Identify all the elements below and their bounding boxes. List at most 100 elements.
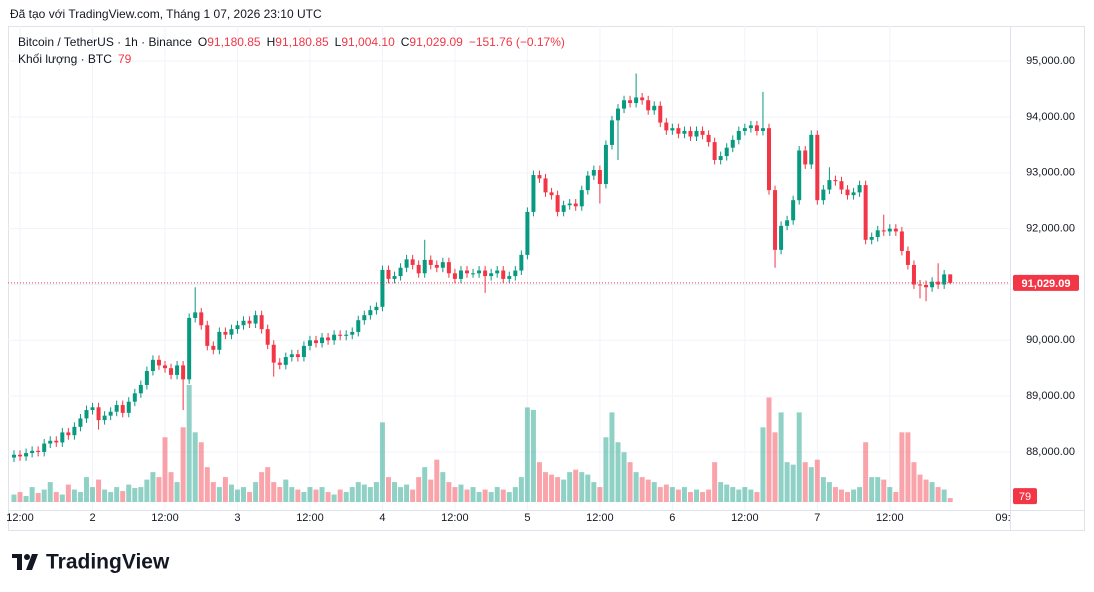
volume-bar [609,412,615,502]
candle-body [875,230,880,238]
volume-bar [687,492,693,502]
candle-body [833,180,838,182]
volume-bar [410,489,416,502]
volume-legend: Khối lượng · BTC 79 [18,52,131,66]
candle-body [863,185,868,240]
candle-body [181,365,186,380]
candle-body [561,205,566,212]
volume-bar [675,489,681,502]
volume-bar [392,482,398,502]
candle-body [42,443,47,452]
candle-body [791,200,796,221]
candle-body [66,432,71,436]
candle-body [410,259,415,265]
candle-body [555,195,560,212]
volume-bar [808,467,814,502]
volume-bar [929,482,935,502]
volume-bar [156,477,162,502]
volume-bar [35,493,41,502]
volume-bar [730,487,736,502]
volume-bar [700,492,706,502]
candle-body [754,125,759,131]
volume-bar [259,472,265,502]
open-value: 91,180.85 [207,35,261,49]
volume-bar [17,492,23,502]
volume-bar [893,492,899,502]
volume-bar [271,482,277,502]
high-value: 91,180.85 [275,35,329,49]
volume-bar [543,472,549,502]
volume-bar [506,492,512,502]
volume-bar [470,487,476,502]
candle-body [760,128,765,131]
volume-bar [651,482,657,502]
candle-body [821,189,826,201]
candle-body [845,189,850,196]
x-tick-label: 6 [669,512,675,524]
volume-bar [694,489,700,502]
candle-body [368,310,373,316]
candle-body [718,156,723,160]
candle-body [616,108,620,121]
candle-body [905,250,910,265]
volume-bar [144,479,150,502]
candle-body [404,259,409,268]
volume-bar [23,496,29,502]
volume-bar [875,477,881,502]
candle-body [537,175,542,179]
candle-body [24,453,29,457]
candle-body [712,142,717,160]
volume-bar [132,488,138,502]
x-tick-label: 3 [234,512,240,524]
candle-body [893,228,898,232]
candle-body [434,264,439,268]
candle-body [899,231,904,251]
candle-body [265,329,270,345]
y-tick-label: 93,000.00 [1026,167,1075,179]
candle-body [881,230,886,232]
candle-body [307,340,312,346]
volume-bar [754,492,760,502]
candle-body [253,315,258,324]
volume-bar [198,442,204,502]
volume-bar [283,479,289,502]
volume-bar [905,432,911,502]
candle-body [350,331,355,335]
candle-body [483,270,488,277]
volume-bar [518,477,524,502]
volume-bar [331,494,337,502]
volume-bar [615,442,621,502]
candle-body [84,410,89,419]
volume-bar [29,487,35,502]
volume-bar [162,437,168,502]
candle-body [911,264,916,285]
volume-bar [494,487,500,502]
candle-body [289,354,294,358]
volume-bar [706,489,712,502]
candle-body [229,329,234,335]
candle-body [36,450,41,452]
volume-label: Khối lượng · BTC [18,52,112,66]
volume-bar [398,487,404,502]
volume-bar [434,459,440,502]
candle-body [314,340,318,344]
candle-body [652,105,657,111]
last-volume-box [1013,488,1037,505]
volume-bar [150,472,156,502]
candle-body [18,454,23,457]
logo-part [17,554,22,570]
candle-body [30,450,35,454]
volume-bar [488,492,494,502]
volume-bar [138,487,144,502]
candle-body [779,225,784,250]
volume-bar [114,487,120,502]
volume-bar [947,498,953,502]
candle-body [597,170,602,184]
candle-body [356,320,361,332]
candle-body [742,128,747,131]
candle-body [730,139,735,148]
candle-body [567,203,572,206]
volume-bar [802,462,808,502]
volume-bar [41,489,47,502]
volume-bar [899,432,905,502]
